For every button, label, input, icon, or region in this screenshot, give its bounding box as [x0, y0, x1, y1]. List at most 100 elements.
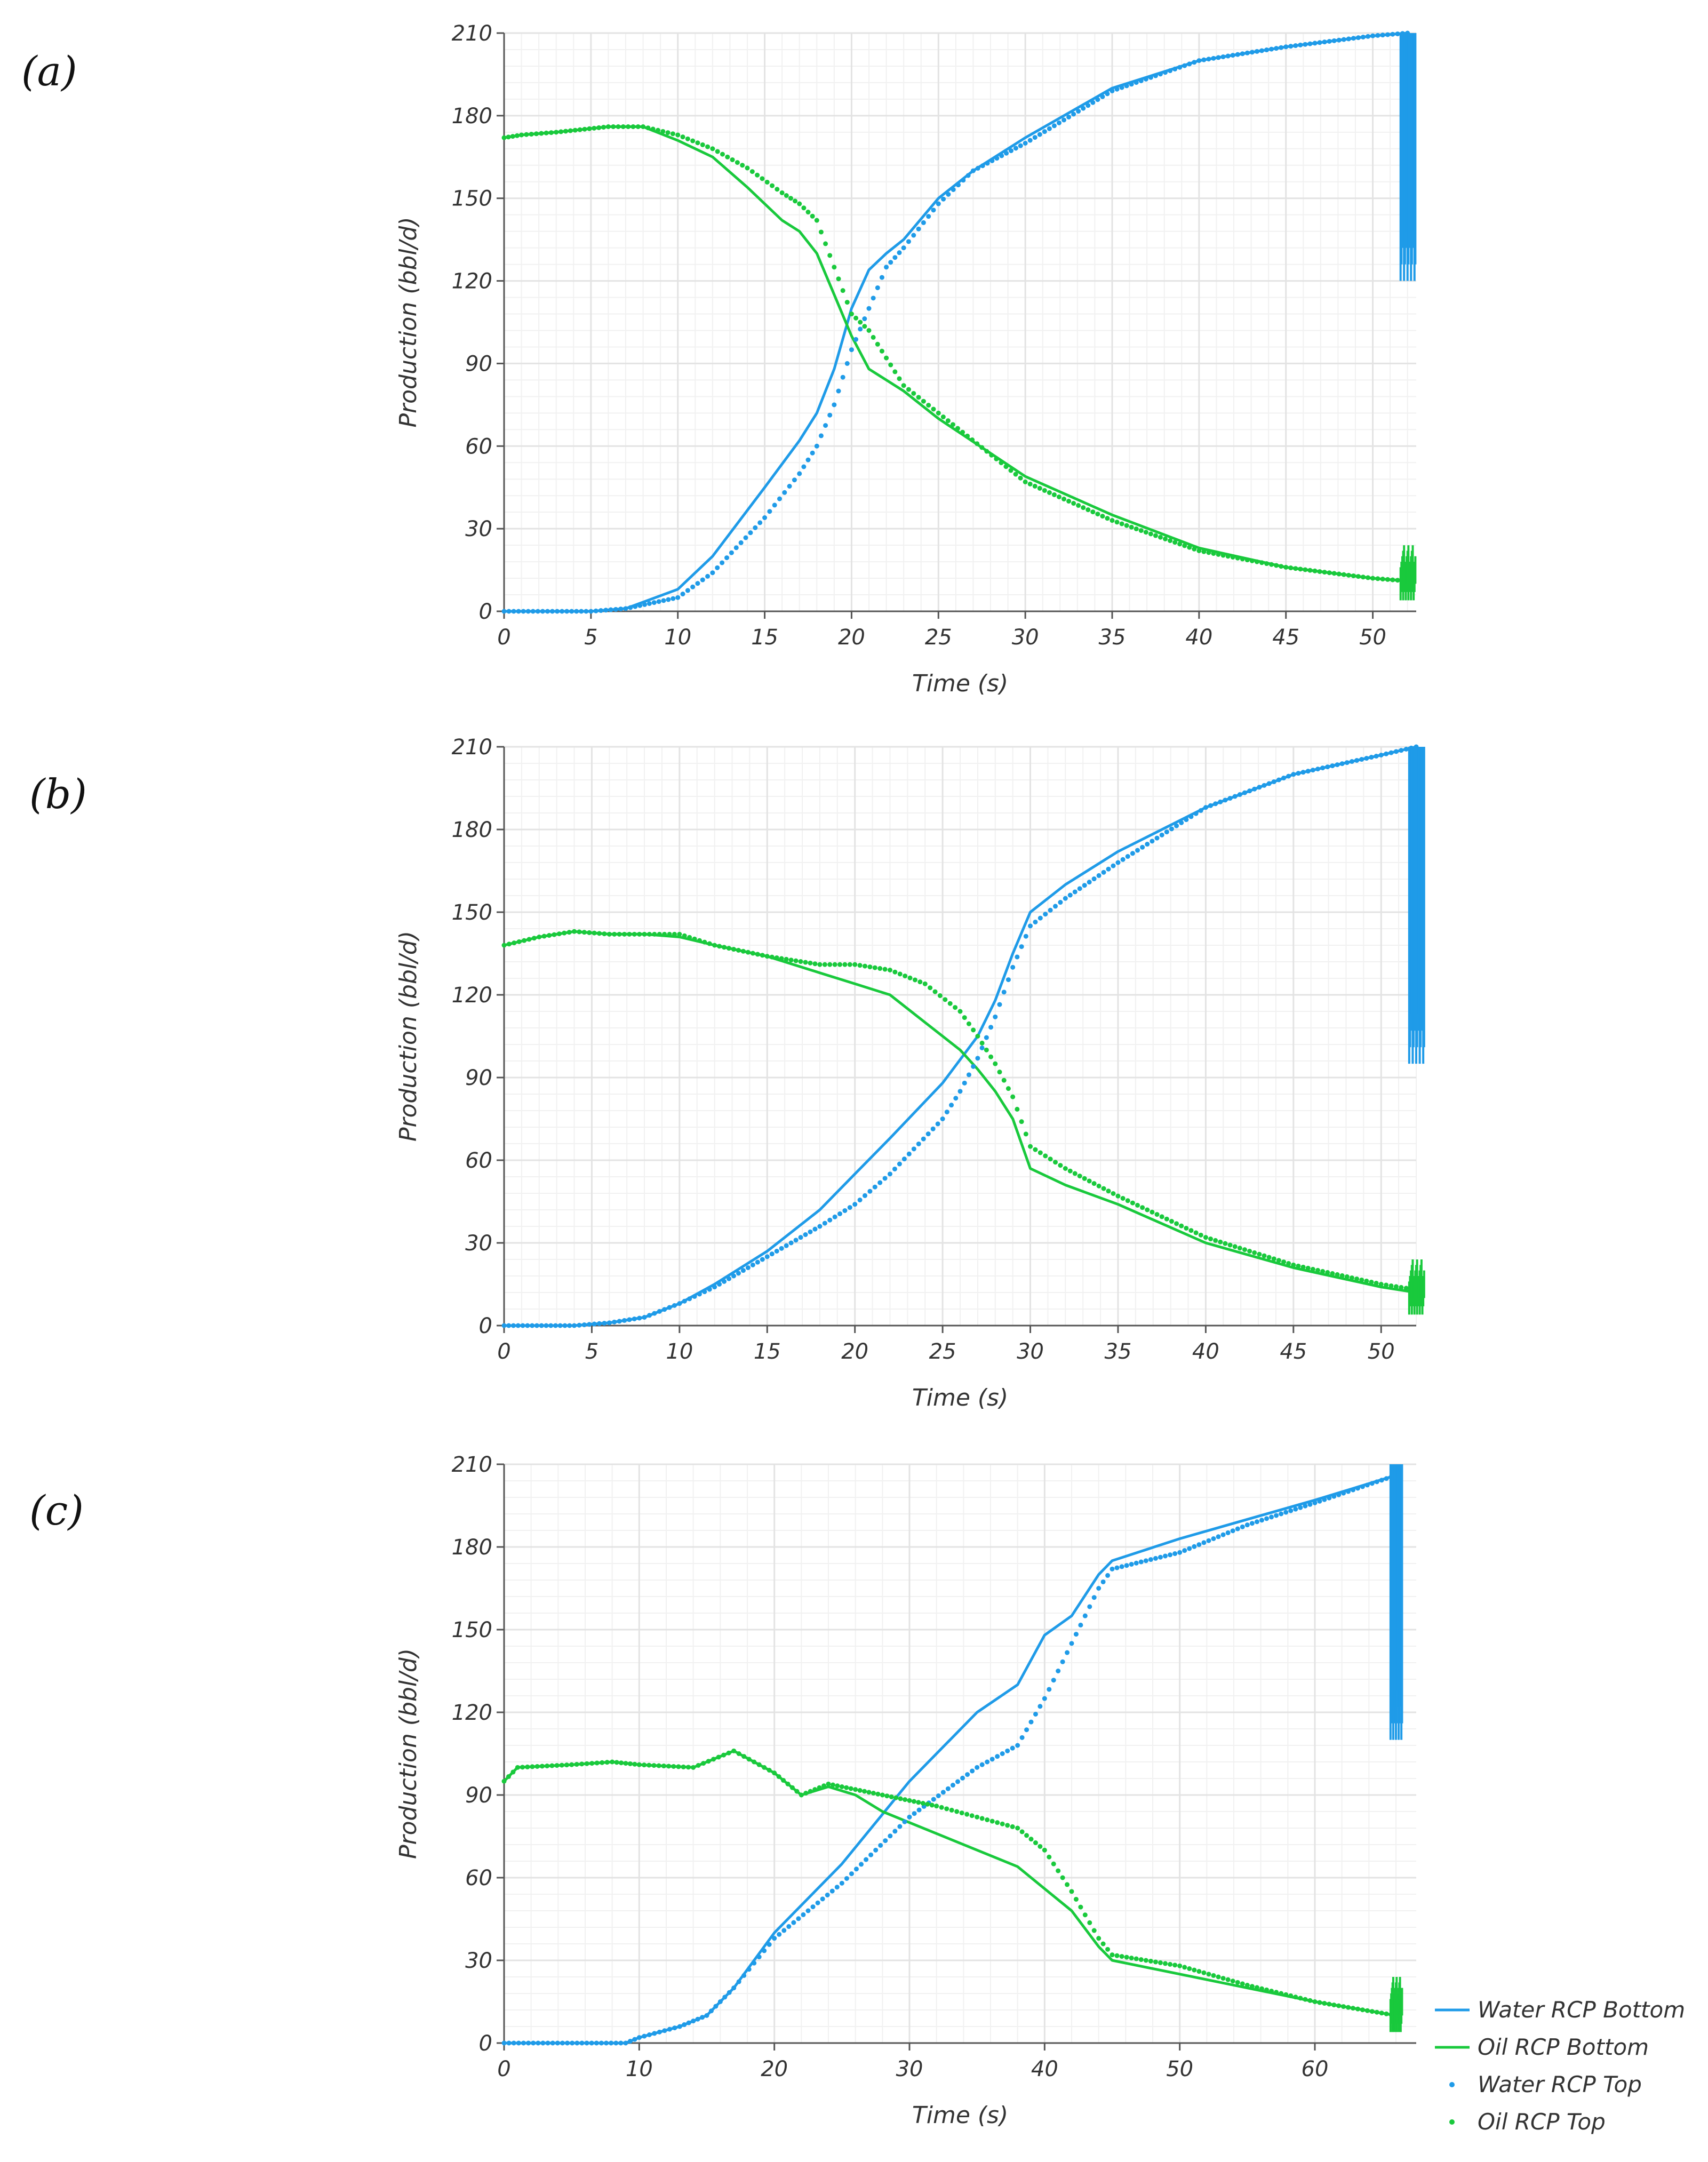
- data-point: [1063, 896, 1068, 901]
- data-point: [584, 2040, 589, 2046]
- data-point: [772, 1770, 777, 1776]
- data-point: [912, 977, 917, 983]
- data-point: [1172, 1551, 1178, 1557]
- data-point: [1375, 576, 1380, 581]
- data-point: [1220, 1976, 1226, 1981]
- data-point: [1399, 1285, 1404, 1290]
- data-point: [871, 1791, 876, 1796]
- data-point: [510, 1769, 516, 1775]
- x-tick-label: 30: [1017, 1339, 1044, 1364]
- data-point: [825, 1892, 830, 1897]
- data-point: [642, 602, 648, 607]
- data-point: [579, 1761, 585, 1767]
- data-point: [736, 1751, 741, 1756]
- data-point: [1366, 34, 1371, 39]
- data-point: [1015, 1825, 1020, 1831]
- data-point: [1000, 1821, 1005, 1826]
- data-point: [936, 201, 941, 206]
- data-point: [1110, 1952, 1115, 1958]
- data-point: [803, 1232, 808, 1237]
- data-point: [1086, 103, 1091, 108]
- data-point: [847, 962, 852, 967]
- data-point: [577, 929, 582, 935]
- data-point: [594, 2040, 599, 2046]
- data-point: [1148, 531, 1153, 537]
- data-point: [1008, 148, 1013, 154]
- x-tick-label: 0: [497, 2057, 510, 2081]
- data-point: [931, 208, 936, 213]
- data-point: [1100, 1579, 1106, 1584]
- data-point: [760, 176, 765, 181]
- data-point: [593, 608, 598, 613]
- data-point: [917, 979, 923, 985]
- data-point: [906, 239, 911, 244]
- data-point: [950, 422, 955, 427]
- data-point: [971, 1064, 976, 1069]
- data-point: [1087, 1604, 1092, 1609]
- data-point: [579, 609, 584, 614]
- data-point: [1281, 776, 1287, 781]
- data-point: [994, 456, 999, 461]
- data-point: [868, 1852, 874, 1857]
- data-point: [1331, 1494, 1337, 1499]
- data-point: [516, 609, 521, 614]
- data-point: [776, 1774, 781, 1780]
- data-point: [569, 1762, 574, 1767]
- data-point: [903, 974, 908, 979]
- data-point: [966, 1072, 971, 1078]
- data-point: [519, 132, 524, 138]
- data-point: [1220, 1532, 1226, 1537]
- data-point: [670, 131, 675, 137]
- data-point: [1174, 823, 1179, 828]
- data-point: [1201, 1540, 1207, 1545]
- data-point: [1143, 530, 1148, 535]
- data-point: [1032, 135, 1037, 140]
- data-point: [1346, 572, 1351, 578]
- data-point: [740, 948, 746, 954]
- data-point: [1005, 1086, 1011, 1091]
- data-point: [1230, 554, 1235, 560]
- data-point: [704, 2013, 709, 2018]
- data-point: [1312, 41, 1318, 46]
- data-point: [852, 962, 858, 967]
- panel-label: (b): [29, 770, 87, 818]
- data-point: [1208, 1236, 1214, 1242]
- x-tick-label: 30: [1012, 625, 1039, 650]
- data-point: [1240, 1524, 1245, 1529]
- data-point: [903, 1797, 908, 1802]
- data-point: [1242, 1247, 1247, 1252]
- data-point: [1158, 534, 1163, 540]
- data-point: [897, 250, 902, 256]
- data-point: [506, 2040, 512, 2046]
- data-point: [511, 609, 516, 614]
- data-point: [1310, 1266, 1315, 1272]
- y-tick-label: 180: [452, 818, 492, 842]
- data-point: [1315, 767, 1320, 772]
- data-point: [1154, 835, 1160, 841]
- x-tick-label: 30: [896, 2057, 923, 2081]
- data-point: [1351, 573, 1356, 578]
- data-point: [1193, 1230, 1199, 1235]
- data-point: [1179, 820, 1184, 825]
- data-point: [779, 1246, 784, 1251]
- data-point: [916, 1800, 921, 1805]
- data-point: [892, 1166, 897, 1171]
- data-point: [975, 1056, 980, 1061]
- data-point: [717, 944, 722, 949]
- data-point: [853, 337, 859, 342]
- data-point: [620, 124, 626, 130]
- data-point: [941, 196, 946, 202]
- data-point: [627, 1761, 633, 1766]
- data-point: [1206, 550, 1211, 555]
- data-point: [1281, 1259, 1287, 1265]
- data-point: [515, 1765, 520, 1770]
- data-point: [962, 1015, 967, 1020]
- data-point: [1061, 497, 1067, 502]
- data-point: [1384, 1476, 1389, 1481]
- data-point: [975, 1765, 980, 1770]
- data-point: [849, 312, 854, 317]
- data-point: [944, 1806, 949, 1812]
- data-point: [796, 1916, 801, 1921]
- data-point: [1317, 569, 1322, 574]
- data-point: [756, 1762, 762, 1767]
